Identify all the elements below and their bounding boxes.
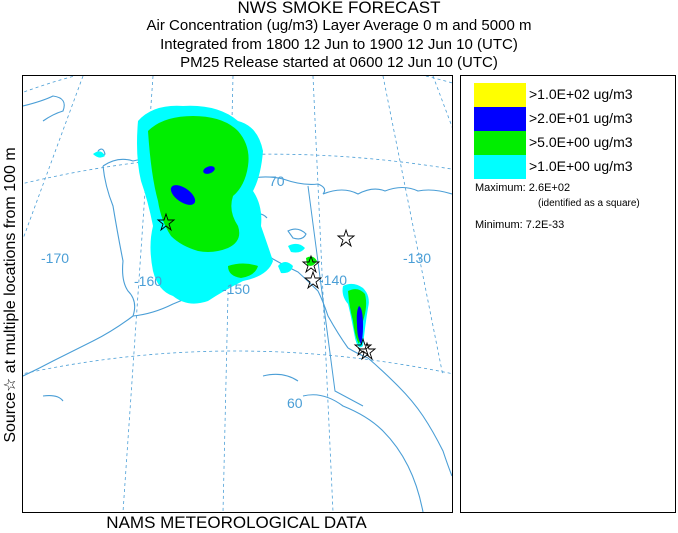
minimum-value: 7.2E-33 (525, 219, 565, 231)
map-title: NWS SMOKE FORECAST (237, 0, 441, 17)
meteorological-data-label: NAMS METEOROLOGICAL DATA (106, 513, 367, 532)
lat-label-60: 60 (287, 395, 303, 411)
legend-label: >1.0E+02 ug/m3 (529, 86, 633, 102)
map-canvas: -170 -160 -150 -140 -130 70 60 (23, 76, 452, 512)
lon-label-170: -170 (41, 250, 69, 266)
maximum-note: (identified as a square) (538, 198, 640, 209)
graticule-labels: -170 -160 -150 -140 -130 70 60 (41, 173, 431, 411)
source-marker (353, 337, 373, 357)
legend-swatch-blue (474, 107, 526, 131)
legend-item: >1.0E+00 ug/m3 (474, 155, 670, 179)
subtitle-integration-period: Integrated from 1800 12 Jun to 1900 12 J… (160, 36, 518, 53)
legend-label: >5.0E+00 ug/m3 (529, 134, 633, 150)
source-marker (336, 228, 356, 248)
legend-label: >2.0E+01 ug/m3 (529, 110, 633, 126)
lon-label-130: -130 (403, 250, 431, 266)
maximum-label: Maximum: (475, 182, 526, 194)
maximum-row: Maximum: 2.6E+02 (475, 182, 570, 194)
subtitle-concentration: Air Concentration (ug/m3) Layer Average … (146, 17, 532, 34)
source-marker (303, 270, 323, 290)
source-marker (156, 212, 176, 232)
legend-item: >5.0E+00 ug/m3 (474, 131, 670, 155)
lon-label-150: -150 (222, 281, 250, 297)
legend-panel: >1.0E+02 ug/m3 >2.0E+01 ug/m3 >5.0E+00 u… (460, 75, 676, 513)
lon-label-140: -140 (319, 272, 347, 288)
subtitle-release-start: PM25 Release started at 0600 12 Jun 10 (… (180, 54, 498, 71)
legend-swatch-yellow (474, 83, 526, 107)
legend-item: >2.0E+01 ug/m3 (474, 107, 670, 131)
map-panel: -170 -160 -150 -140 -130 70 60 (22, 75, 453, 513)
minimum-row: Minimum: 7.2E-33 (475, 219, 564, 231)
source-label: Source☆ at multiple locations from 100 m (2, 147, 19, 443)
source-markers (156, 212, 377, 361)
source-marker (357, 341, 377, 361)
legend-swatch-green (474, 131, 526, 155)
lat-label-70: 70 (269, 173, 285, 189)
maximum-value: 2.6E+02 (528, 182, 571, 194)
lon-label-160: -160 (134, 273, 162, 289)
smoke-blue-zone (170, 166, 363, 344)
legend-swatch-cyan (474, 155, 526, 179)
source-marker (301, 254, 321, 274)
border-line (307, 185, 364, 407)
legend-item: >1.0E+02 ug/m3 (474, 83, 670, 107)
legend-label: >1.0E+00 ug/m3 (529, 158, 633, 174)
minimum-label: Minimum: (475, 219, 523, 231)
